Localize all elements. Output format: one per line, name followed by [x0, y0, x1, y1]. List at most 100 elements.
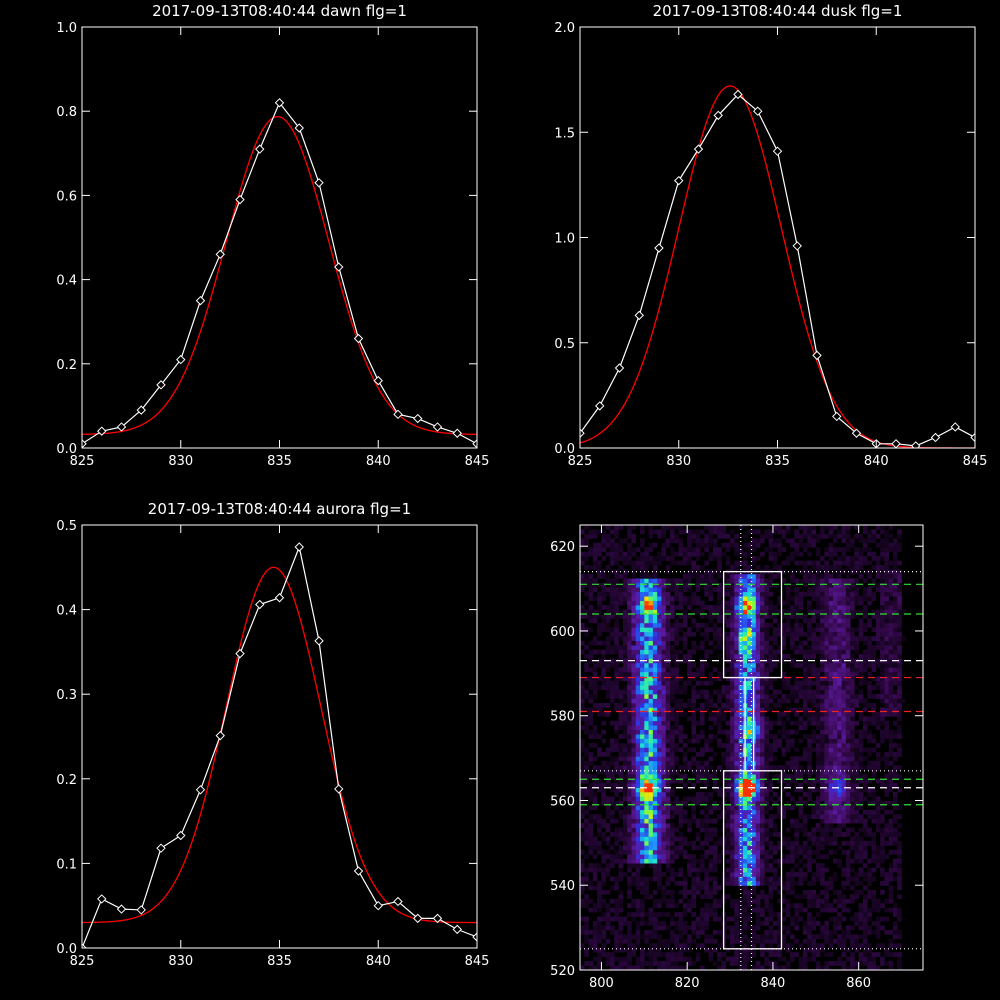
heatmap-cell [785, 707, 791, 713]
heatmap-cell [820, 689, 825, 695]
heatmap-cell [725, 587, 731, 593]
heatmap-cell [665, 729, 671, 735]
heatmap-cell [725, 947, 731, 953]
dawn-spectrum-panel: 825 830 835 840 8450.00.20.40.60.81.02017-09… [56, 2, 489, 469]
y-tick-label: 0.4 [56, 274, 77, 289]
heatmap-cell [815, 622, 821, 628]
heatmap-cell [768, 889, 774, 895]
heatmap-cell [845, 800, 851, 806]
heatmap-cell [875, 720, 881, 726]
heatmap-cell [832, 778, 838, 784]
x-tick-label: 840 [366, 454, 391, 469]
heatmap-cell [768, 622, 774, 628]
heatmap-cell [657, 867, 662, 873]
heatmap-cell [772, 858, 778, 864]
heatmap-cell [768, 609, 774, 615]
heatmap-cell [742, 947, 748, 953]
heatmap-cell [622, 667, 628, 673]
heatmap-cell [704, 836, 709, 842]
heatmap-cell [614, 743, 619, 748]
heatmap-cell [815, 876, 821, 882]
heatmap-cell [824, 689, 829, 695]
heatmap-cell [614, 685, 619, 690]
heatmap-cell [614, 703, 619, 708]
data-point [452, 428, 462, 438]
heatmap-cell [871, 921, 877, 926]
heatmap-cell [858, 796, 864, 802]
heatmap-cell [875, 849, 881, 855]
heatmap-cell [700, 778, 705, 784]
heatmap-cell [824, 618, 829, 624]
heatmap-cell [725, 956, 731, 962]
heatmap-cell [828, 618, 834, 624]
heatmap-cell [867, 645, 872, 650]
heatmap-cell [674, 965, 679, 970]
heatmap-cell [678, 956, 684, 962]
heatmap-cell [892, 756, 898, 762]
heatmap-cell [657, 952, 662, 957]
heatmap-cell [854, 872, 859, 877]
heatmap-cell [845, 867, 851, 873]
heatmap-cell [614, 929, 619, 935]
heatmap-cell [695, 622, 701, 628]
heatmap-cell [708, 765, 714, 771]
heatmap-cell [828, 725, 834, 730]
heatmap-cell [657, 703, 662, 708]
heatmap-cell [652, 609, 658, 615]
heatmap-cell [734, 743, 739, 748]
heatmap-cell [815, 849, 821, 855]
heatmap-cell [734, 609, 739, 615]
heatmap-cell [661, 649, 667, 655]
data-point [156, 380, 166, 390]
heatmap-cell [811, 680, 817, 686]
heatmap-cell [815, 805, 821, 811]
heatmap-cell [880, 756, 885, 762]
heatmap-cell [661, 605, 667, 610]
heatmap-cell [717, 707, 722, 713]
heatmap-cell [682, 680, 688, 686]
heatmap-cell [631, 676, 637, 682]
heatmap-cell [652, 934, 658, 940]
heatmap-cell [858, 671, 864, 677]
heatmap-cell [670, 676, 675, 682]
heatmap-cell [661, 614, 667, 619]
heatmap-cell [832, 774, 838, 779]
heatmap-cell [772, 965, 778, 970]
data-point [82, 943, 87, 948]
heatmap-cell [837, 636, 842, 641]
heatmap-cell [858, 916, 864, 922]
heatmap-cell [725, 600, 731, 606]
heatmap-cell [768, 903, 774, 908]
heatmap-cell [605, 796, 611, 802]
heatmap-cell [657, 707, 662, 713]
heatmap-cell [862, 956, 868, 962]
heatmap-cell [665, 738, 671, 744]
heatmap-cell [657, 627, 662, 633]
heatmap-cell [888, 689, 894, 695]
heatmap-cell [631, 743, 637, 748]
heatmap-cell [837, 863, 842, 868]
heatmap-cell [802, 947, 808, 953]
heatmap-cell [777, 729, 782, 735]
heatmap-cell [610, 596, 615, 601]
heatmap-cell [601, 876, 607, 882]
heatmap-cell [730, 667, 735, 673]
heatmap-cell [845, 934, 851, 940]
heatmap-cell [712, 881, 718, 886]
heatmap-cell [580, 760, 585, 766]
heatmap-cell [850, 631, 855, 637]
heatmap-cell [644, 765, 649, 771]
heatmap-cell [592, 876, 598, 882]
heatmap-cell [884, 734, 889, 739]
heatmap-cell [601, 952, 607, 957]
x-tick-label: 830 [168, 954, 193, 969]
heatmap-cell [772, 827, 778, 833]
heatmap-cell [640, 622, 645, 628]
heatmap-cell [730, 614, 735, 619]
heatmap-cell [884, 720, 889, 726]
heatmap-cell [648, 760, 654, 766]
heatmap-cell [807, 671, 812, 677]
heatmap-cell [837, 903, 842, 908]
heatmap-cell [897, 671, 902, 677]
heatmap-cell [858, 627, 864, 633]
